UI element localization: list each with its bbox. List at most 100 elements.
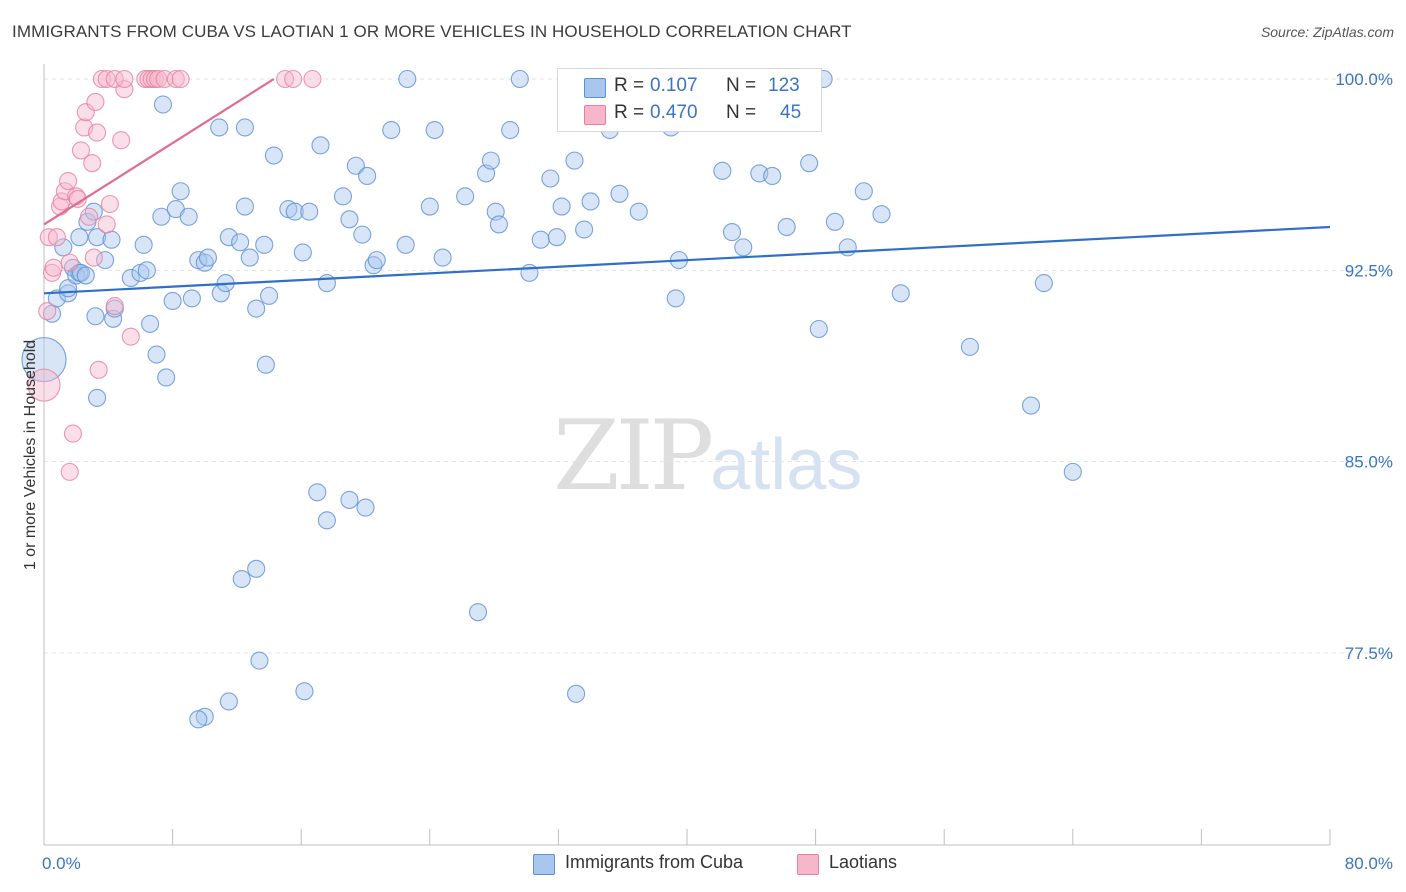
legend-row-laotian: R = 0.470 N = 45 xyxy=(558,100,821,128)
cuba-point xyxy=(666,289,685,308)
legend-n-label: N = xyxy=(726,75,757,96)
cuba-point xyxy=(87,388,107,407)
laotian-point xyxy=(115,69,134,89)
cuba-point xyxy=(219,228,238,247)
laotian-point xyxy=(44,258,63,277)
y-tick-label: 85.0% xyxy=(1345,453,1393,472)
cuba-point xyxy=(300,202,319,221)
cuba-point xyxy=(21,337,67,383)
legend-r-label: R = xyxy=(614,102,645,123)
laotian-point xyxy=(284,69,303,89)
laotian-point xyxy=(86,92,105,112)
x-tick-label-min: 0.0% xyxy=(42,854,81,873)
cuba-point xyxy=(367,251,386,270)
laotian-point xyxy=(60,253,79,272)
cuba-point xyxy=(141,314,160,333)
legend-n-value-laotian: 45 xyxy=(780,102,802,123)
laotian-point xyxy=(105,69,124,89)
series-laotian-points xyxy=(27,69,322,481)
laotian-point xyxy=(97,215,116,234)
cuba-point xyxy=(854,182,873,201)
cuba-point xyxy=(960,337,979,356)
cuba-point xyxy=(121,268,140,288)
laotian-point xyxy=(59,171,78,191)
cuba-point xyxy=(247,299,266,318)
cuba-point xyxy=(396,235,415,254)
cuba-point xyxy=(247,559,266,578)
cuba-point xyxy=(198,248,218,267)
cuba-point xyxy=(137,261,156,280)
cuba-point xyxy=(1063,462,1082,481)
cuba-point xyxy=(872,205,891,224)
laotian-point xyxy=(87,123,107,142)
laotian-point xyxy=(92,69,111,89)
watermark: ZIPatlas xyxy=(553,400,862,512)
cuba-point xyxy=(382,120,401,140)
laotian-point xyxy=(89,360,108,379)
cuba-point xyxy=(481,151,500,170)
cuba-point xyxy=(293,243,312,262)
cuba-point xyxy=(547,228,566,247)
cuba-point xyxy=(157,368,176,387)
cuba-point xyxy=(71,263,91,282)
cuba-point xyxy=(195,253,214,272)
cuba-point xyxy=(825,212,844,231)
cuba-point xyxy=(356,498,375,517)
cuba-point xyxy=(285,202,304,221)
cuba-point xyxy=(189,710,208,729)
laotian-point xyxy=(84,248,103,267)
cuba-point xyxy=(259,286,279,305)
cuba-point xyxy=(179,207,198,226)
laotian-point xyxy=(63,424,82,443)
cuba-point xyxy=(713,161,732,180)
legend-swatch-cuba xyxy=(584,78,606,98)
cuba-point xyxy=(311,136,330,155)
stats-legend: R = 0.107 N = 123 R = 0.470 N = 45 xyxy=(557,68,822,132)
cuba-point xyxy=(777,217,796,237)
laotian-point xyxy=(105,296,124,316)
cuba-point xyxy=(235,197,254,216)
laotian-point xyxy=(100,194,119,214)
laotian-point xyxy=(71,141,91,160)
legend-r-value-laotian: 0.470 xyxy=(650,102,698,123)
cuba-point xyxy=(541,169,560,188)
laotian-point xyxy=(303,69,322,89)
cuba-point xyxy=(722,223,742,242)
cuba-point xyxy=(76,266,95,285)
cuba-point xyxy=(629,202,648,221)
cuba-point xyxy=(240,248,259,267)
legend-swatch-laotian xyxy=(584,105,606,125)
cuba-point xyxy=(531,230,550,249)
watermark-atlas: atlas xyxy=(710,425,863,505)
cuba-point xyxy=(153,95,173,114)
cuba-point xyxy=(398,69,417,89)
laotian-point xyxy=(166,69,185,89)
cuba-point xyxy=(340,210,359,229)
cuba-point xyxy=(567,684,586,703)
cuba-point xyxy=(317,274,336,293)
cuba-point xyxy=(54,238,73,257)
cuba-point xyxy=(489,215,508,234)
legend-row-cuba: R = 0.107 N = 123 xyxy=(558,73,821,101)
series-cuba-points xyxy=(21,69,1082,729)
cuba-point xyxy=(152,207,171,226)
cuba-point xyxy=(610,184,629,203)
laotian-point xyxy=(47,228,66,247)
laotian-point xyxy=(27,368,61,402)
laotian-point xyxy=(171,69,190,89)
cuba-point xyxy=(84,202,103,221)
legend-label-cuba: Immigrants from Cuba xyxy=(565,852,744,872)
cuba-point xyxy=(231,233,250,252)
x-tick-label-max: 80.0% xyxy=(1345,854,1393,873)
cuba-point xyxy=(255,235,274,254)
y-axis-label: 1 or more Vehicles in Household xyxy=(22,340,39,570)
legend-r-label: R = xyxy=(614,75,645,96)
legend-swatch-cuba xyxy=(533,854,555,875)
cuba-point xyxy=(340,490,359,509)
tick-labels: 100.0% 92.5% 85.0% 77.5% 0.0% 80.0% xyxy=(42,70,1393,873)
cuba-point xyxy=(1034,274,1053,293)
cuba-point xyxy=(295,682,314,701)
cuba-point xyxy=(134,235,153,254)
cuba-point xyxy=(182,289,201,308)
cuba-point xyxy=(364,256,383,275)
